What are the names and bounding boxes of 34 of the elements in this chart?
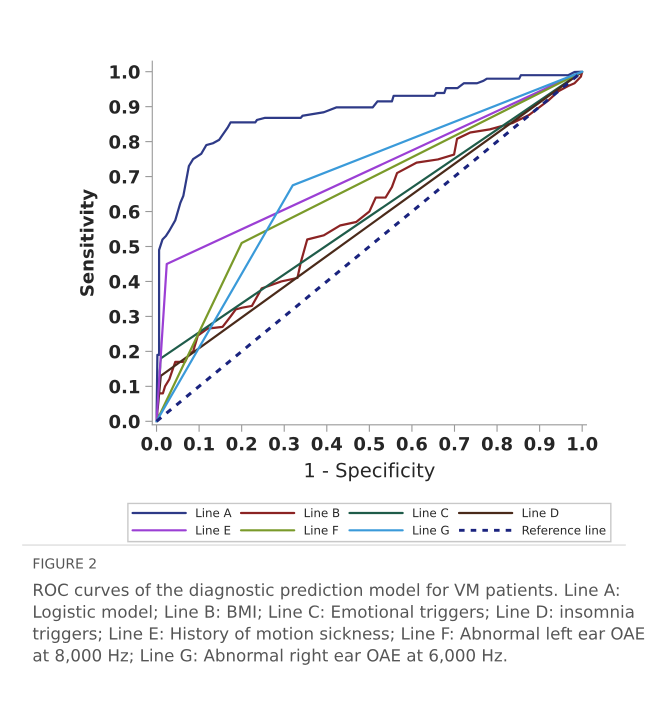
- x-tick-label: 0.0: [141, 436, 172, 451]
- x-tick-label: 1.0: [568, 436, 598, 451]
- x-axis-title: 1 - Specificity: [306, 462, 435, 482]
- x-tick-label: 0.6: [396, 436, 427, 451]
- legend-label: Line A: [196, 508, 232, 518]
- legend-label: Line D: [522, 508, 558, 518]
- y-tick-label: 0.4: [109, 274, 140, 289]
- x-tick-label: 0.4: [312, 436, 342, 451]
- legend-label: Line B: [304, 508, 340, 518]
- y-tick-label: 0.2: [109, 344, 139, 358]
- legend-label: Line E: [196, 525, 230, 535]
- y-tick-label: 0.3: [109, 310, 140, 324]
- y-tick-label: 0.5: [109, 240, 140, 254]
- legend-label: Line C: [413, 508, 448, 518]
- x-tick-label: 0.5: [354, 436, 384, 451]
- y-tick-label: 0.8: [109, 135, 140, 149]
- y-tick-label: 0.0: [109, 414, 140, 428]
- y-tick-label: 0.9: [109, 100, 140, 114]
- legend-label: Line G: [413, 525, 449, 535]
- x-tick-label: 0.9: [524, 436, 554, 451]
- legend-label: Reference line: [522, 525, 606, 535]
- x-tick-label: 0.2: [226, 436, 256, 451]
- y-tick-label: 1.0: [110, 65, 140, 79]
- x-tick-label: 0.1: [184, 436, 214, 451]
- y-tick-label: 0.6: [109, 204, 140, 219]
- x-tick-label: 0.8: [482, 436, 512, 451]
- y-axis-title: Sensitivity: [80, 189, 98, 296]
- caption: FIGURE 2: [34, 558, 96, 569]
- y-tick-label: 0.7: [109, 170, 140, 184]
- text: ROC curves of the diagnostic prediction model for VM patients. Line A: Logistic model; Line B: BMI; Line C: Emotional triggers; Line D: insomnia triggers; Line E: History of motion sickness; Line F: Abnormal left ear OAE at 8,000 Hz; Line G: Abnormal right ear OAE at 6,000 Hz.: [32, 583, 644, 665]
- legend-label: Line F: [304, 525, 338, 535]
- x-tick-label: 0.3: [269, 436, 299, 451]
- x-tick-label: 0.7: [439, 436, 470, 451]
- y-tick-label: 0.1: [109, 380, 140, 394]
